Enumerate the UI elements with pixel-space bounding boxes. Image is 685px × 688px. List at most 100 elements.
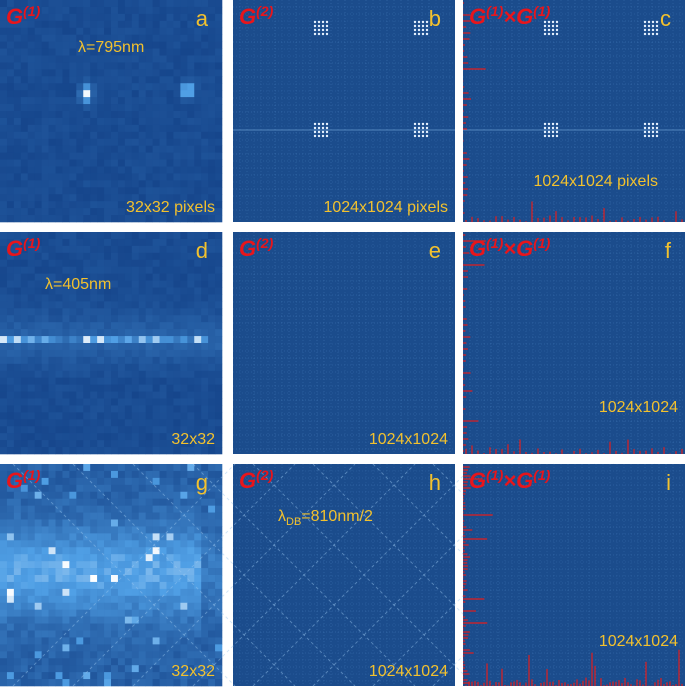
pixel (83, 153, 90, 160)
pixel (104, 301, 111, 308)
pixel (173, 419, 180, 426)
pixel (42, 208, 49, 215)
pixel (153, 399, 160, 406)
spot (552, 21, 554, 23)
pixel (167, 520, 174, 527)
pixel (132, 378, 139, 385)
pixel (139, 14, 146, 21)
pixel (42, 651, 49, 658)
pixel (118, 7, 125, 14)
pixel (132, 308, 139, 315)
pixel (49, 146, 56, 153)
pixel (104, 167, 111, 174)
pixel (173, 83, 180, 90)
pixel (215, 399, 222, 406)
pixel (180, 464, 187, 471)
pixel (104, 232, 111, 239)
pixel (173, 90, 180, 97)
pixel (111, 90, 118, 97)
pixel (160, 239, 167, 246)
pixel (35, 533, 42, 540)
pixel (76, 83, 83, 90)
pixel (146, 315, 153, 322)
pixel (76, 644, 83, 651)
pixel (125, 160, 132, 167)
pixel (160, 610, 167, 617)
pixel (146, 35, 153, 42)
pixel (111, 658, 118, 665)
pixel (194, 215, 201, 222)
spot (426, 33, 428, 35)
pixel (104, 253, 111, 260)
pixel (125, 568, 132, 575)
pixel (90, 478, 97, 485)
pixel (35, 104, 42, 111)
pixel (208, 371, 215, 378)
panel-letter: f (665, 238, 672, 263)
pixel (42, 301, 49, 308)
pixel (35, 350, 42, 357)
pixel (104, 315, 111, 322)
pixel (111, 281, 118, 288)
pixel (215, 568, 222, 575)
pixel (160, 42, 167, 49)
pixel (132, 62, 139, 69)
pixel (97, 83, 104, 90)
pixel (118, 301, 125, 308)
pixel (215, 281, 222, 288)
pixel (76, 471, 83, 478)
pixel (28, 308, 35, 315)
pixel (14, 385, 21, 392)
pixel (132, 392, 139, 399)
pixel (215, 294, 222, 301)
pixel (62, 194, 69, 201)
pixel (208, 146, 215, 153)
pixel (76, 201, 83, 208)
pixel (173, 62, 180, 69)
pixel (180, 547, 187, 554)
pixel (194, 499, 201, 506)
pixel (215, 596, 222, 603)
pixel (153, 658, 160, 665)
pixel (215, 90, 222, 97)
pixel (28, 215, 35, 222)
pixel (201, 329, 208, 336)
pixel (201, 173, 208, 180)
pixel (83, 329, 90, 336)
pixel (160, 246, 167, 253)
pixel (14, 371, 21, 378)
pixel (167, 582, 174, 589)
pixel (42, 7, 49, 14)
pixel (56, 322, 63, 329)
pixel (139, 118, 146, 125)
pixel (97, 385, 104, 392)
spot (318, 29, 320, 31)
pixel (56, 329, 63, 336)
pixel (111, 125, 118, 132)
pixel (90, 215, 97, 222)
pixel (0, 49, 7, 56)
pixel (153, 146, 160, 153)
spot (314, 135, 316, 137)
pixel (160, 260, 167, 267)
pixel (146, 526, 153, 533)
pixel (194, 62, 201, 69)
pixel (42, 665, 49, 672)
pixel (28, 631, 35, 638)
pixel (69, 631, 76, 638)
pixel (7, 419, 14, 426)
pixel (173, 520, 180, 527)
spot (314, 123, 316, 125)
pixel (173, 582, 180, 589)
pixel (97, 561, 104, 568)
pixel (83, 194, 90, 201)
pixel (42, 378, 49, 385)
pixel (62, 239, 69, 246)
pixel (139, 426, 146, 433)
pixel (118, 624, 125, 631)
pixel (28, 69, 35, 76)
pixel (132, 76, 139, 83)
pixel (132, 336, 139, 343)
pixel (132, 399, 139, 406)
